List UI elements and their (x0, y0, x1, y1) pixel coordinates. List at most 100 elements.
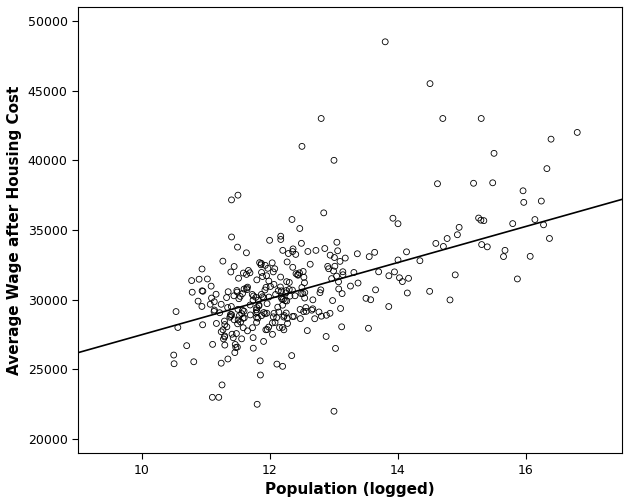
Point (238, 289, 248, 297)
Point (225, 310, 235, 319)
Point (276, 283, 286, 291)
Point (269, 280, 279, 288)
Point (403, 289, 413, 297)
Y-axis label: Average Wage after Housing Cost: Average Wage after Housing Cost (7, 85, 22, 374)
Point (285, 292, 295, 300)
Point (337, 290, 347, 298)
Point (214, 308, 225, 317)
Point (193, 297, 203, 305)
Point (252, 306, 262, 314)
Point (393, 220, 403, 228)
Point (384, 302, 394, 310)
Point (189, 358, 199, 366)
Point (352, 249, 362, 258)
Point (209, 298, 220, 306)
Point (442, 234, 452, 242)
Point (518, 187, 528, 195)
Point (233, 243, 243, 251)
Point (233, 305, 243, 313)
Point (394, 274, 404, 282)
Point (299, 279, 309, 287)
Point (198, 287, 208, 295)
Point (262, 272, 272, 280)
Point (221, 293, 231, 301)
Point (259, 337, 269, 345)
Point (194, 275, 204, 283)
Point (546, 135, 556, 143)
Point (425, 80, 435, 88)
Point (220, 317, 230, 325)
Point (335, 304, 345, 312)
Point (229, 316, 239, 324)
Point (425, 287, 435, 295)
Point (333, 278, 343, 286)
Point (216, 300, 226, 308)
Point (233, 191, 243, 199)
Point (257, 273, 267, 281)
Point (263, 264, 273, 272)
Point (370, 248, 380, 257)
Point (255, 357, 265, 365)
Point (476, 114, 486, 122)
Point (252, 308, 262, 316)
Point (251, 309, 261, 317)
Point (325, 309, 335, 318)
Point (474, 214, 484, 222)
Point (254, 302, 264, 310)
Point (489, 149, 499, 157)
Point (290, 292, 300, 300)
Point (235, 292, 245, 300)
Point (265, 282, 276, 290)
Point (226, 312, 236, 320)
Point (338, 268, 348, 276)
Point (264, 293, 274, 301)
Point (232, 286, 242, 294)
Point (260, 261, 270, 269)
Point (340, 254, 350, 262)
Point (214, 393, 224, 401)
Point (251, 293, 261, 301)
Point (233, 274, 243, 282)
Point (171, 307, 181, 316)
Point (323, 263, 333, 271)
Point (282, 320, 292, 328)
Point (295, 224, 305, 232)
Point (226, 233, 237, 241)
Point (316, 312, 326, 320)
Point (508, 220, 518, 228)
Point (320, 244, 330, 253)
Point (401, 248, 411, 256)
Point (206, 294, 216, 302)
Point (233, 316, 243, 324)
Point (197, 302, 207, 310)
Point (300, 288, 310, 296)
Point (545, 234, 555, 242)
Point (287, 263, 298, 271)
Point (235, 318, 245, 326)
Point (268, 313, 278, 321)
Point (278, 246, 288, 255)
Point (329, 407, 339, 415)
Point (257, 311, 267, 320)
Point (238, 314, 248, 323)
Point (223, 303, 233, 311)
Point (197, 287, 207, 295)
Point (311, 246, 321, 255)
Point (329, 156, 339, 164)
Point (273, 303, 283, 311)
Point (216, 328, 226, 336)
Point (297, 283, 307, 291)
Point (287, 215, 297, 223)
Point (255, 371, 265, 379)
Point (234, 295, 244, 303)
Point (267, 330, 277, 338)
Point (229, 263, 239, 271)
Point (282, 258, 292, 266)
Point (393, 256, 403, 264)
Point (525, 253, 535, 261)
Point (326, 275, 337, 283)
Point (445, 296, 455, 304)
Point (211, 320, 221, 328)
Point (187, 277, 197, 285)
Point (245, 269, 255, 277)
